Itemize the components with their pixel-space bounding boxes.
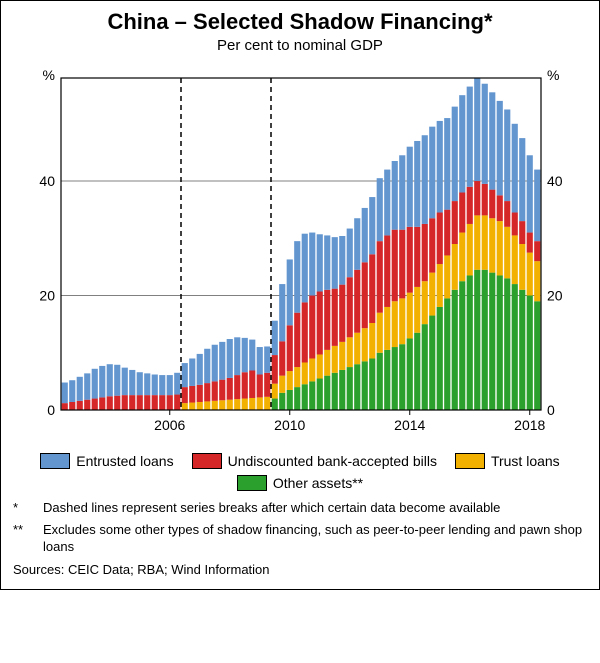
footnote-row: ** Excludes some other types of shadow fi…: [13, 521, 587, 556]
legend-swatch: [455, 453, 485, 469]
legend-item: Trust loans: [455, 453, 560, 469]
svg-text:20: 20: [547, 288, 563, 304]
legend-swatch: [237, 475, 267, 491]
svg-text:20: 20: [39, 288, 55, 304]
chart-container: China – Selected Shadow Financing* Per c…: [0, 0, 600, 590]
sources-text: CEIC Data; RBA; Wind Information: [68, 562, 270, 577]
chart-footnotes: * Dashed lines represent series breaks af…: [13, 499, 587, 556]
chart-title: China – Selected Shadow Financing*: [13, 9, 587, 35]
stacked-bar-chart: 0 0 20 20 40 40%% 2006 2010 2014 2018: [13, 60, 589, 440]
sources-label: Sources:: [13, 562, 64, 577]
legend-label: Entrusted loans: [76, 453, 173, 469]
chart-plot-area: 0 0 20 20 40 40%% 2006 2010 2014 2018: [13, 60, 587, 445]
legend-swatch: [192, 453, 222, 469]
svg-text:2014: 2014: [394, 417, 425, 433]
legend-item: Other assets**: [237, 475, 363, 491]
legend-item: Entrusted loans: [40, 453, 173, 469]
chart-sources: Sources: CEIC Data; RBA; Wind Informatio…: [13, 562, 587, 577]
svg-text:2006: 2006: [154, 417, 185, 433]
chart-legend: Entrusted loans Undiscounted bank-accepte…: [13, 453, 587, 491]
svg-text:40: 40: [547, 173, 563, 189]
legend-swatch: [40, 453, 70, 469]
svg-text:2018: 2018: [514, 417, 545, 433]
chart-subtitle: Per cent to nominal GDP: [13, 37, 587, 54]
legend-label: Trust loans: [491, 453, 560, 469]
svg-text:0: 0: [47, 402, 55, 418]
footnote-text: Dashed lines represent series breaks aft…: [43, 499, 500, 517]
svg-text:%: %: [43, 67, 55, 83]
footnote-row: * Dashed lines represent series breaks af…: [13, 499, 587, 517]
legend-label: Undiscounted bank-accepted bills: [228, 453, 437, 469]
footnote-text: Excludes some other types of shadow fina…: [43, 521, 587, 556]
legend-item: Undiscounted bank-accepted bills: [192, 453, 437, 469]
svg-text:2010: 2010: [274, 417, 305, 433]
legend-label: Other assets**: [273, 475, 363, 491]
footnote-symbol: *: [13, 499, 33, 517]
svg-text:40: 40: [39, 173, 55, 189]
svg-text:0: 0: [547, 402, 555, 418]
svg-text:%: %: [547, 67, 559, 83]
footnote-symbol: **: [13, 521, 33, 556]
